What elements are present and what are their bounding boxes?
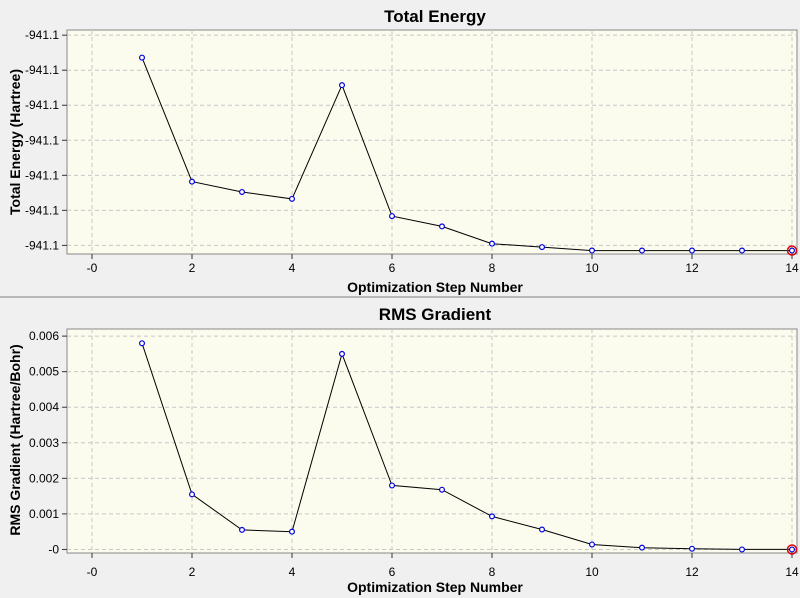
y-axis-label: RMS Gradient (Hartree/Bohr) <box>7 344 23 535</box>
x-tick-label: 10 <box>585 261 599 275</box>
data-point[interactable] <box>339 82 346 89</box>
x-tick-label: 2 <box>189 565 196 579</box>
total-energy-chart: Total Energy -0 2 4 6 8 10 12 14 -941.1 -941.1 -94… <box>7 7 799 295</box>
x-tick-label: 4 <box>289 565 296 579</box>
plot-background <box>66 29 798 255</box>
x-tick-label: 8 <box>489 565 496 579</box>
current-point-highlight[interactable] <box>786 544 798 555</box>
data-point[interactable] <box>339 350 346 357</box>
series-line <box>141 343 792 550</box>
data-point[interactable] <box>538 526 545 533</box>
data-point[interactable] <box>489 240 496 247</box>
data-point[interactable] <box>389 213 396 220</box>
data-point[interactable] <box>139 340 146 347</box>
y-tick-label: 0.004 <box>29 400 59 414</box>
x-tick-label: -0 <box>87 261 98 275</box>
x-tick-label: 8 <box>489 261 496 275</box>
rms-gradient-chart: RMS Gradient -0 2 4 6 8 10 12 14 -0 0.001 0.002 0.0… <box>7 305 799 595</box>
x-tick-label: 6 <box>389 261 396 275</box>
x-tick-label: 12 <box>685 261 699 275</box>
plot-area: -0 2 4 6 8 10 12 14 -0 0.001 0.002 0.003 0.004 0.005 0… <box>29 328 799 579</box>
data-point[interactable] <box>638 247 645 254</box>
data-point[interactable] <box>389 482 396 489</box>
y-tick-label: -0 <box>48 542 59 556</box>
y-tick-label: -941.1 <box>25 238 59 252</box>
data-point[interactable] <box>189 491 196 498</box>
data-point[interactable] <box>588 541 595 548</box>
y-tick-label: 0.002 <box>29 471 59 485</box>
data-point[interactable] <box>738 247 745 254</box>
x-tick-label: 12 <box>685 565 699 579</box>
y-tick-label: -941.1 <box>25 168 59 182</box>
x-tick-label: 4 <box>289 261 296 275</box>
x-tick-label: 14 <box>785 565 799 579</box>
current-point-highlight[interactable] <box>786 245 798 256</box>
panel-divider[interactable] <box>0 296 800 298</box>
data-point[interactable] <box>139 54 146 61</box>
y-tick-label: 0.006 <box>29 329 59 343</box>
data-point[interactable] <box>688 247 695 254</box>
chart-title: Total Energy <box>384 7 486 26</box>
data-point[interactable] <box>638 544 645 551</box>
y-axis-label: Total Energy (Hartree) <box>7 69 23 215</box>
plot-area: -0 2 4 6 8 10 12 14 -941.1 -941.1 -941.1 -941.1 -941… <box>25 28 799 275</box>
y-tick-label: 0.003 <box>29 436 59 450</box>
x-axis-label: Optimization Step Number <box>347 579 523 595</box>
data-point[interactable] <box>788 546 795 553</box>
data-point[interactable] <box>788 247 795 254</box>
data-point[interactable] <box>489 513 496 520</box>
y-tick-label: 0.001 <box>29 507 59 521</box>
x-tick-label: 2 <box>189 261 196 275</box>
data-point[interactable] <box>239 188 246 195</box>
data-point[interactable] <box>239 526 246 533</box>
data-point[interactable] <box>439 486 446 493</box>
y-tick-label: -941.1 <box>25 63 59 77</box>
data-point[interactable] <box>189 178 196 185</box>
data-point[interactable] <box>738 546 745 553</box>
y-tick-label: -941.1 <box>25 133 59 147</box>
data-point[interactable] <box>289 528 296 535</box>
series-line <box>141 57 792 252</box>
y-tick-label: -941.1 <box>25 28 59 42</box>
rms-gradient-panel: RMS Gradient -0 2 4 6 8 10 12 14 -0 0.001 0.002 0.0… <box>0 298 800 598</box>
data-point[interactable] <box>538 244 545 251</box>
x-axis-label: Optimization Step Number <box>347 279 523 295</box>
data-point[interactable] <box>289 195 296 202</box>
data-point[interactable] <box>588 247 595 254</box>
x-tick-label: 10 <box>585 565 599 579</box>
y-tick-label: -941.1 <box>25 203 59 217</box>
y-tick-label: 0.005 <box>29 365 59 379</box>
total-energy-panel: Total Energy -0 2 4 6 8 10 12 14 -941.1 -941.1 -94… <box>0 0 800 296</box>
x-tick-label: 14 <box>785 261 799 275</box>
chart-title: RMS Gradient <box>379 305 492 324</box>
x-tick-label: -0 <box>87 565 98 579</box>
plot-background <box>66 328 798 554</box>
x-tick-label: 6 <box>389 565 396 579</box>
y-tick-label: -941.1 <box>25 98 59 112</box>
data-point[interactable] <box>439 223 446 230</box>
data-point[interactable] <box>688 545 695 552</box>
